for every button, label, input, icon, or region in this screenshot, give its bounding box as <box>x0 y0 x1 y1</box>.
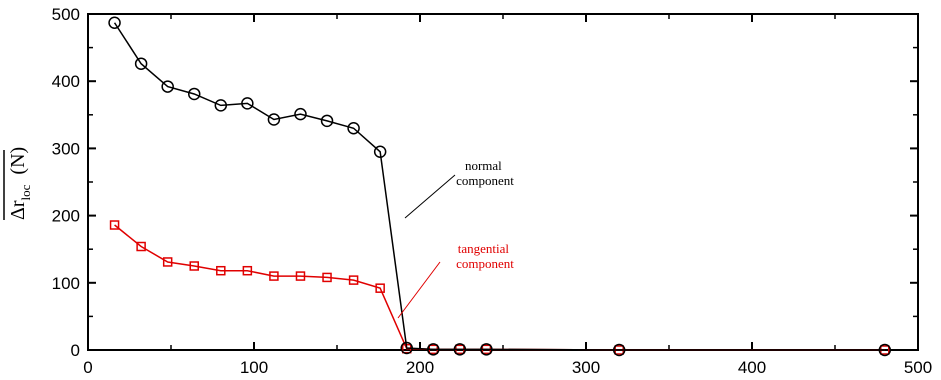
normal-annotation-pointer <box>404 174 456 219</box>
annotation-layer: normal component tangential component <box>397 158 514 319</box>
axis-ticks: 0 100 200 300 400 500 0 100 200 300 400 500 <box>52 5 933 377</box>
data-point <box>427 343 440 356</box>
data-point <box>294 107 307 121</box>
data-point <box>134 57 148 70</box>
series-layer <box>108 16 892 357</box>
data-point <box>453 343 467 356</box>
data-point <box>109 220 120 230</box>
data-point <box>267 113 281 126</box>
y-axis-label: Δrloc (N) <box>3 147 33 220</box>
data-point <box>161 80 174 93</box>
x-tick-label: 200 <box>406 358 434 377</box>
data-point <box>612 343 626 357</box>
x-tick-label: 300 <box>572 358 600 377</box>
y-axis-label-subscript: loc <box>18 184 33 200</box>
data-point <box>400 341 413 355</box>
y-tick-label: 200 <box>52 207 80 226</box>
data-point <box>136 241 146 252</box>
x-tick-label: 400 <box>738 358 766 377</box>
data-point <box>322 272 332 283</box>
x-tick-label: 100 <box>240 358 268 377</box>
y-axis-label-unit: (N) <box>7 147 29 175</box>
data-point <box>187 87 201 101</box>
tangential-annotation-pointer <box>397 261 441 319</box>
x-tick-label: 500 <box>904 358 932 377</box>
y-tick-label: 100 <box>52 274 80 293</box>
normal-annotation: normal component <box>456 158 514 188</box>
svg-text:Δrloc(N): Δrloc (N) <box>7 147 33 220</box>
data-point <box>108 16 121 29</box>
data-point <box>373 145 387 159</box>
data-point <box>162 257 173 267</box>
data-point <box>348 275 359 285</box>
data-point <box>295 271 306 281</box>
data-point <box>189 261 199 271</box>
data-point <box>241 97 254 110</box>
data-point <box>347 121 360 135</box>
data-point <box>480 343 493 356</box>
data-point <box>242 265 253 276</box>
data-point <box>269 271 279 281</box>
series-0 <box>108 16 892 357</box>
y-tick-label: 300 <box>52 139 80 158</box>
data-point <box>320 114 334 128</box>
y-tick-label: 500 <box>52 5 80 24</box>
data-point <box>214 99 228 112</box>
data-point <box>878 343 892 357</box>
y-tick-label: 0 <box>71 341 80 360</box>
data-point <box>216 265 226 276</box>
y-axis-label-symbol: Δr <box>7 200 29 220</box>
data-point <box>375 283 385 293</box>
x-tick-label: 0 <box>83 358 92 377</box>
series-line <box>113 22 885 351</box>
y-tick-label: 400 <box>52 72 80 91</box>
tangential-annotation: tangential component <box>456 241 514 271</box>
